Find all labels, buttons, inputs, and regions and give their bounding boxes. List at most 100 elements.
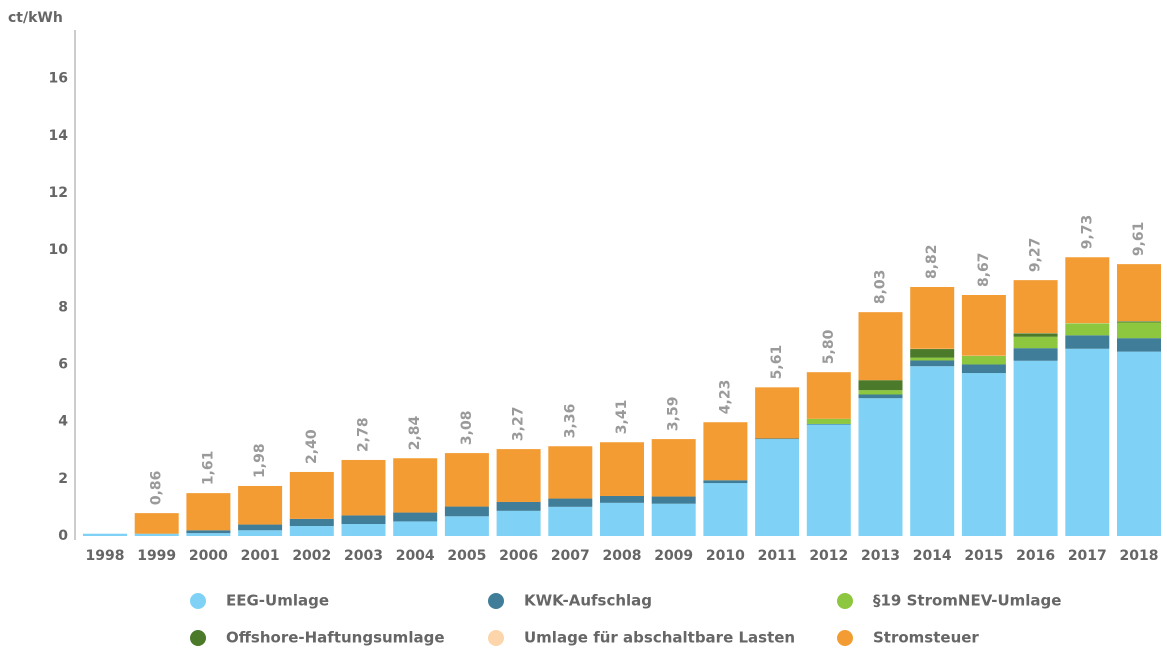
bar-segment bbox=[341, 459, 386, 516]
y-tick-label: 6 bbox=[58, 356, 68, 372]
total-label: 3,36 bbox=[562, 404, 578, 439]
y-tick-label: 2 bbox=[58, 471, 68, 487]
bar-segment bbox=[444, 506, 489, 517]
bar-segment bbox=[703, 480, 748, 484]
total-label: 8,67 bbox=[976, 252, 992, 287]
total-label: 1,98 bbox=[252, 443, 268, 478]
y-tick-label: 14 bbox=[49, 128, 69, 144]
legend-marker bbox=[837, 630, 853, 646]
x-tick-label: 2011 bbox=[758, 548, 797, 564]
bar-segment bbox=[1013, 360, 1058, 536]
bar-segment bbox=[134, 513, 179, 534]
bar-segment bbox=[1117, 264, 1161, 322]
bar-segment bbox=[858, 312, 903, 381]
bar-segment bbox=[496, 449, 541, 502]
legend-marker bbox=[488, 630, 504, 646]
total-label: 1,61 bbox=[200, 451, 216, 486]
legend-marker bbox=[190, 593, 206, 609]
x-tick-label: 2016 bbox=[1016, 548, 1055, 564]
y-axis-label: ct/kWh bbox=[8, 10, 63, 26]
bar-segment bbox=[961, 355, 1006, 365]
legend-marker bbox=[190, 630, 206, 646]
bar-segment bbox=[1117, 351, 1161, 536]
bar-segment bbox=[755, 387, 800, 439]
bar-segment bbox=[806, 372, 851, 419]
bar-segment bbox=[910, 287, 955, 349]
legend-label: KWK-Aufschlag bbox=[524, 592, 652, 610]
x-tick-label: 2008 bbox=[603, 548, 642, 564]
bar-segment bbox=[1013, 333, 1058, 337]
bar-segment bbox=[858, 398, 903, 536]
bar-segment bbox=[289, 525, 334, 536]
bar-segment bbox=[393, 512, 438, 522]
bar-segment bbox=[858, 380, 903, 391]
x-tick-label: 2009 bbox=[654, 548, 693, 564]
total-label: 3,27 bbox=[511, 407, 527, 442]
bar-segment bbox=[83, 533, 127, 536]
bar-segment bbox=[393, 458, 438, 513]
bar-segment bbox=[1117, 322, 1161, 339]
bar-segment bbox=[910, 366, 955, 536]
total-label: 3,08 bbox=[459, 411, 475, 446]
bar-segment bbox=[186, 493, 231, 531]
bar-segment bbox=[1117, 338, 1161, 352]
total-label: 2,84 bbox=[407, 415, 423, 450]
total-label: 5,61 bbox=[769, 345, 785, 380]
bar-segment bbox=[703, 483, 748, 536]
bar-segment bbox=[1013, 348, 1058, 361]
total-label: 0,86 bbox=[149, 471, 165, 506]
total-label: 9,61 bbox=[1131, 222, 1147, 257]
bar-segment bbox=[600, 442, 644, 496]
total-label: 5,80 bbox=[821, 329, 837, 364]
y-tick-label: 0 bbox=[58, 528, 68, 544]
x-tick-label: 2001 bbox=[241, 548, 280, 564]
total-label: 9,27 bbox=[1028, 238, 1044, 273]
bar-segment bbox=[238, 524, 283, 531]
bar-segment bbox=[393, 521, 438, 536]
bar-segment bbox=[961, 364, 1006, 374]
x-tick-label: 2007 bbox=[551, 548, 590, 564]
total-label: 2,78 bbox=[356, 417, 372, 452]
legend-label: EEG-Umlage bbox=[226, 592, 329, 610]
bar-segment bbox=[651, 439, 696, 497]
bar-segment bbox=[238, 485, 283, 525]
x-tick-label: 1998 bbox=[86, 548, 125, 564]
x-tick-label: 2000 bbox=[189, 548, 228, 564]
bar-segment bbox=[444, 516, 489, 536]
x-tick-label: 2013 bbox=[861, 548, 900, 564]
legend-label: Umlage für abschaltbare Lasten bbox=[524, 629, 795, 647]
bar-segment bbox=[289, 471, 334, 519]
bar-segment bbox=[1065, 348, 1110, 536]
total-label: 8,82 bbox=[924, 244, 940, 279]
bar-segment bbox=[1065, 257, 1110, 324]
legend-marker bbox=[488, 593, 504, 609]
bar-segment bbox=[444, 453, 489, 507]
bar-segment bbox=[600, 502, 644, 536]
x-tick-label: 1999 bbox=[137, 548, 176, 564]
bar-segment bbox=[134, 533, 179, 536]
bar-segment bbox=[1013, 336, 1058, 349]
total-label: 3,59 bbox=[666, 397, 682, 432]
y-tick-label: 8 bbox=[58, 299, 68, 315]
x-tick-label: 2005 bbox=[447, 548, 486, 564]
bar-segment bbox=[1117, 321, 1161, 323]
bar-segment bbox=[961, 295, 1006, 356]
bar-segment bbox=[548, 498, 593, 507]
x-tick-label: 2018 bbox=[1120, 548, 1159, 564]
bar-segment bbox=[548, 446, 593, 499]
bar-segment bbox=[755, 438, 800, 440]
legend-marker bbox=[837, 593, 853, 609]
bar-segment bbox=[910, 360, 955, 367]
bar-segment bbox=[548, 506, 593, 536]
y-tick-label: 12 bbox=[49, 185, 68, 201]
x-tick-label: 2015 bbox=[964, 548, 1003, 564]
legend-label: Stromsteuer bbox=[873, 629, 979, 647]
x-tick-label: 2002 bbox=[292, 548, 331, 564]
bar-segment bbox=[806, 423, 851, 425]
bar-segment bbox=[910, 357, 955, 361]
bar-segment bbox=[806, 418, 851, 424]
bar-segment bbox=[238, 530, 283, 536]
total-label: 4,23 bbox=[717, 380, 733, 415]
bar-segment bbox=[496, 501, 541, 511]
